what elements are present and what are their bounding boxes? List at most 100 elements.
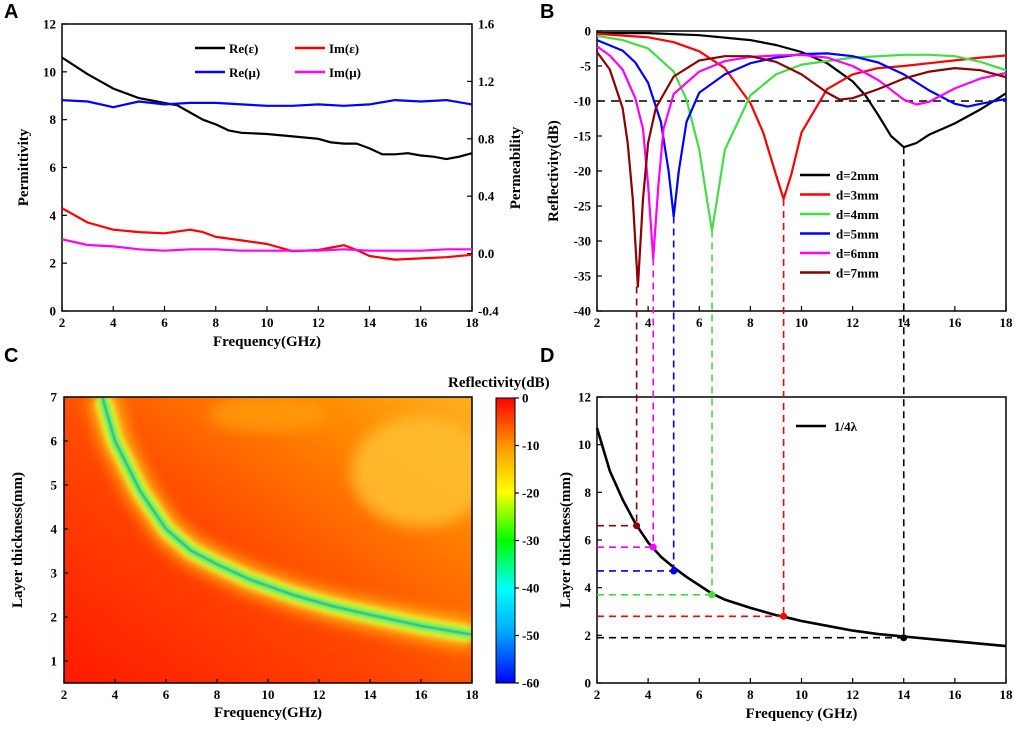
y-tick-label: 4 bbox=[51, 522, 58, 537]
legend-label-1-4-lambda: 1/4λ bbox=[834, 419, 858, 434]
x-tick-label: 10 bbox=[262, 687, 275, 702]
y2-tick-label: 0.0 bbox=[478, 246, 494, 261]
x-tick-label: 14 bbox=[897, 687, 911, 702]
thickness-marker bbox=[649, 543, 657, 551]
x-tick-label: 2 bbox=[594, 687, 601, 702]
legend-label-d-6mm: d=6mm bbox=[836, 246, 879, 261]
y-axis-label: Permittivity bbox=[16, 128, 32, 206]
series-line-d-6mm bbox=[596, 45, 1007, 260]
x-tick-label: 14 bbox=[897, 315, 911, 330]
heatmap-warm-spot bbox=[208, 397, 328, 433]
y2-tick-label: 1.6 bbox=[478, 17, 495, 32]
x-tick-label: 18 bbox=[466, 315, 480, 330]
legend-label-d-5mm: d=5mm bbox=[836, 227, 879, 242]
connector-lines bbox=[597, 147, 908, 642]
y-tick-label: -40 bbox=[574, 304, 591, 319]
x-tick-label: 6 bbox=[696, 687, 703, 702]
x-tick-label: 14 bbox=[364, 687, 378, 702]
x-tick-label: 16 bbox=[415, 687, 429, 702]
y2-tick-label: 0.4 bbox=[478, 189, 495, 204]
panel-a: 2 4 6 8 10 12 14 16 18024681012Frequency(GHz)Per… bbox=[16, 17, 524, 351]
colorbar-tick-label: -20 bbox=[522, 486, 539, 501]
y-tick-label: 0 bbox=[50, 304, 57, 319]
x-tick-label: 2 bbox=[59, 315, 66, 330]
x-axis-label: Frequency (GHz) bbox=[746, 706, 858, 722]
x-tick-label: 8 bbox=[747, 315, 754, 330]
y-tick-label: 3 bbox=[51, 566, 58, 581]
x-tick-label: 4 bbox=[110, 315, 117, 330]
x-tick-label: 10 bbox=[795, 687, 808, 702]
panel-letter-c: C bbox=[4, 345, 18, 367]
panel-b: 2 4 6 8 10 12 14 16 18 0 -5 -10 -15 -20 -25 -30 -35 -40 Re… bbox=[546, 24, 1013, 331]
x-tick-label: 12 bbox=[846, 315, 859, 330]
x-tick-label: 16 bbox=[414, 315, 428, 330]
y-tick-label: -35 bbox=[574, 269, 592, 284]
x-tick-label: 8 bbox=[214, 687, 221, 702]
x-tick-label: 18 bbox=[1000, 687, 1014, 702]
series-line-d-4mm bbox=[596, 34, 1007, 232]
x-tick-label: 12 bbox=[313, 687, 326, 702]
series-line-re bbox=[61, 99, 473, 109]
x-tick-label: 16 bbox=[948, 687, 962, 702]
x-tick-label: 2 bbox=[594, 315, 601, 330]
colorbar-tick-label: 0 bbox=[522, 391, 529, 406]
y-tick-label: 6 bbox=[50, 160, 57, 175]
colorbar bbox=[495, 397, 516, 684]
series-line-1-4-lambda bbox=[595, 427, 1007, 648]
plot-frame bbox=[61, 23, 473, 312]
y-tick-label: 10 bbox=[578, 437, 591, 452]
y2-axis-label: Permeability bbox=[508, 126, 524, 209]
thickness-marker bbox=[633, 522, 641, 530]
thickness-marker bbox=[780, 612, 788, 620]
y-tick-label: 12 bbox=[43, 17, 56, 32]
legend-label-im: Im(ε) bbox=[329, 41, 359, 56]
x-tick-label: 4 bbox=[645, 687, 652, 702]
x-tick-label: 12 bbox=[846, 687, 859, 702]
y-tick-label: 6 bbox=[51, 434, 58, 449]
y-tick-label: 2 bbox=[50, 256, 57, 271]
x-axis-label: Frequency(GHz) bbox=[214, 705, 322, 721]
y-tick-label: 0 bbox=[585, 24, 592, 39]
y-tick-label: -30 bbox=[574, 234, 591, 249]
legend-label-d-3mm: d=3mm bbox=[836, 188, 879, 203]
heatmap-hot-spot bbox=[351, 416, 472, 527]
y-tick-label: 4 bbox=[50, 208, 57, 223]
panel-letter-d: D bbox=[540, 345, 554, 367]
y-tick-label: -20 bbox=[574, 164, 591, 179]
y-axis-label: Layer thickness(mm) bbox=[10, 472, 26, 608]
series-line-d-3mm bbox=[596, 32, 1007, 201]
x-tick-label: 14 bbox=[363, 315, 377, 330]
legend-label-im: Im(μ) bbox=[329, 65, 361, 80]
x-tick-label: 6 bbox=[696, 315, 703, 330]
colorbar-title: Reflectivity(dB) bbox=[448, 375, 550, 391]
series-line-d-7mm bbox=[596, 51, 1007, 288]
y-tick-label: 10 bbox=[43, 64, 56, 79]
y-tick-label: 0 bbox=[585, 676, 592, 691]
y-axis-label: Layer thickness(mm) bbox=[558, 472, 574, 608]
colorbar-tick-label: -50 bbox=[522, 628, 539, 643]
y2-tick-label: 0.8 bbox=[478, 131, 495, 146]
y-tick-label: 6 bbox=[585, 533, 592, 548]
x-tick-label: 6 bbox=[163, 687, 170, 702]
x-tick-label: 4 bbox=[645, 315, 652, 330]
x-tick-label: 12 bbox=[312, 315, 325, 330]
panel-letter-a: A bbox=[4, 1, 18, 23]
y-tick-label: 8 bbox=[50, 112, 57, 127]
x-tick-label: 10 bbox=[261, 315, 274, 330]
panel-c: 2 4 6 8 10 12 14 16 181234567Frequency(GHz)Layer… bbox=[10, 375, 550, 721]
y-tick-label: 4 bbox=[585, 580, 592, 595]
x-tick-label: 2 bbox=[61, 687, 68, 702]
legend-label-re: Re(ε) bbox=[229, 41, 258, 56]
x-tick-label: 8 bbox=[747, 687, 754, 702]
thickness-marker bbox=[900, 634, 908, 642]
y-axis-label: Reflectivity(dB) bbox=[546, 120, 562, 222]
colorbar-tick-label: -10 bbox=[522, 438, 539, 453]
heatmap-field bbox=[64, 397, 472, 683]
legend-label-d-7mm: d=7mm bbox=[836, 266, 879, 281]
y-tick-label: 2 bbox=[51, 610, 58, 625]
panel-letter-b: B bbox=[540, 1, 554, 23]
x-tick-label: 18 bbox=[466, 687, 480, 702]
legend-label-d-4mm: d=4mm bbox=[836, 207, 879, 222]
